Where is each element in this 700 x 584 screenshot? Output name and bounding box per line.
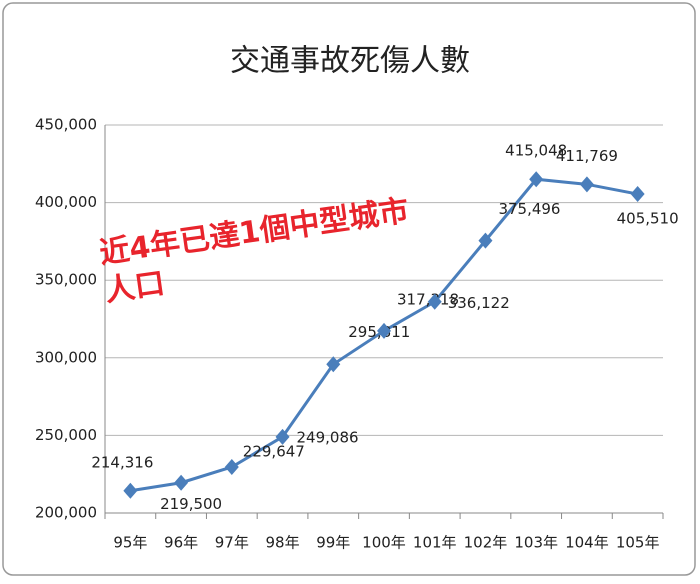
y-tick-label: 450,000 bbox=[35, 116, 97, 134]
marker bbox=[427, 293, 442, 310]
marker bbox=[377, 322, 391, 339]
x-tick-label: 98年 bbox=[265, 534, 299, 552]
marker bbox=[123, 482, 138, 499]
data-label: 317,318 bbox=[397, 290, 459, 308]
y-tick-label: 200,000 bbox=[35, 504, 97, 522]
data-label: 336,122 bbox=[448, 294, 510, 312]
y-tick-label: 300,000 bbox=[35, 348, 97, 366]
y-tick-label: 250,000 bbox=[35, 426, 97, 444]
data-label: 214,316 bbox=[91, 453, 153, 471]
data-label: 229,647 bbox=[243, 442, 305, 460]
data-label: 219,500 bbox=[160, 495, 222, 513]
frame bbox=[2, 2, 696, 576]
marker bbox=[579, 176, 594, 193]
x-tick-label: 104年 bbox=[565, 534, 609, 552]
y-tick-label: 400,000 bbox=[35, 193, 97, 211]
x-tick-label: 102年 bbox=[464, 534, 508, 552]
data-label: 375,496 bbox=[498, 200, 560, 218]
x-tick-label: 95年 bbox=[113, 534, 147, 552]
x-tick-label: 96年 bbox=[164, 534, 198, 552]
marker bbox=[174, 474, 189, 491]
data-label: 249,086 bbox=[297, 428, 359, 446]
x-tick-label: 105年 bbox=[616, 534, 660, 552]
marker bbox=[275, 428, 290, 445]
marker bbox=[224, 458, 239, 475]
x-tick-label: 103年 bbox=[514, 534, 558, 552]
marker bbox=[630, 186, 645, 203]
y-tick-label: 350,000 bbox=[35, 271, 97, 289]
x-tick-label: 97年 bbox=[215, 534, 249, 552]
marker bbox=[478, 232, 493, 249]
chart-title: 交通事故死傷人數 bbox=[230, 44, 470, 79]
data-label: 405,510 bbox=[617, 210, 679, 228]
marker bbox=[529, 171, 544, 188]
data-label: 411,769 bbox=[556, 147, 618, 165]
data-label: 415,048 bbox=[505, 142, 567, 160]
x-tick-label: 101年 bbox=[413, 534, 457, 552]
annotation-text: 人口 bbox=[103, 266, 167, 309]
x-tick-label: 100年 bbox=[362, 534, 406, 552]
x-tick-label: 99年 bbox=[316, 534, 350, 552]
marker bbox=[326, 356, 341, 373]
